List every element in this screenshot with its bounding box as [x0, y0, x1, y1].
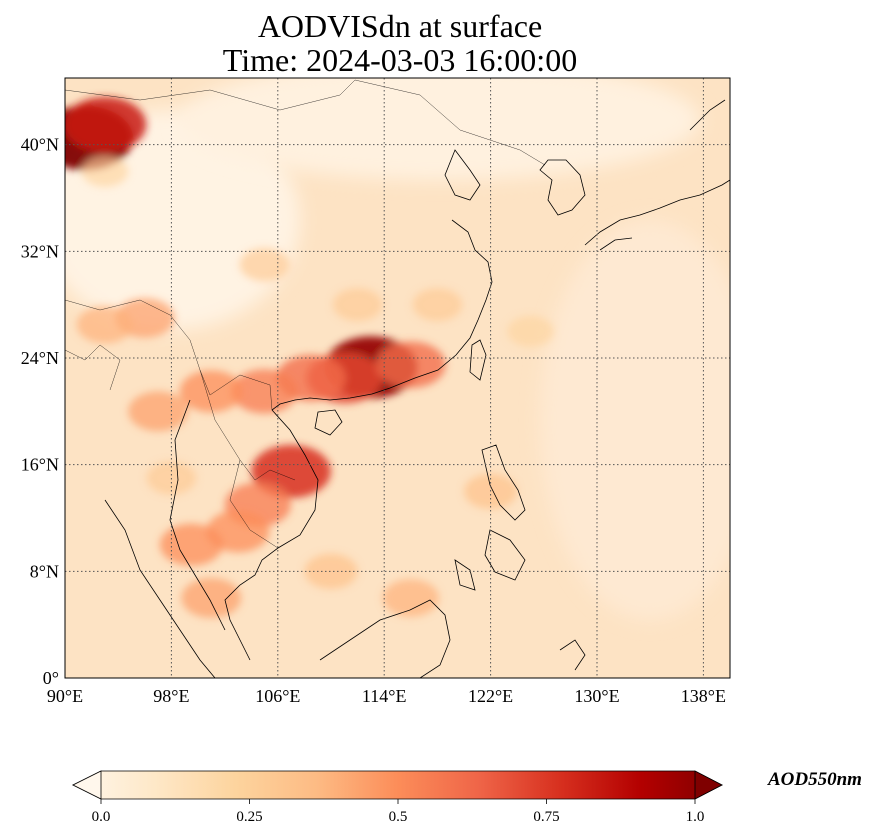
colorbar-body — [72, 770, 723, 800]
taiwan-coastline — [469, 339, 487, 381]
lat-tick-label: 40°N — [21, 135, 59, 155]
sulawesi-coastline — [559, 639, 586, 671]
colorbar-tick-label: 0.0 — [92, 809, 111, 825]
lat-tick-label: 0° — [43, 668, 59, 688]
aod-hotspot — [179, 370, 243, 413]
aod-hotspot — [382, 579, 439, 617]
aod-hotspot — [231, 369, 298, 414]
lon-tick-label: 98°E — [153, 686, 189, 706]
philippines-coastline — [454, 444, 526, 591]
colorbar-ticks: 0.0 0.25 0.5 0.75 1.0 — [92, 799, 705, 825]
colorbar-tick-label: 0.25 — [236, 809, 262, 825]
aod-hotspot — [128, 391, 188, 432]
low-aod-region-north — [180, 78, 700, 180]
aod-hotspot — [239, 248, 290, 282]
map-frame — [64, 77, 731, 679]
country-borders — [65, 79, 546, 549]
aod-hotspot — [304, 553, 358, 590]
border-india — [65, 344, 121, 391]
aod-field-layer — [65, 97, 554, 618]
aod-hotspot — [76, 305, 134, 344]
lat-tick-label: 16°N — [21, 455, 59, 475]
aod-hotspot — [332, 288, 383, 322]
lat-tick-label: 8°N — [30, 561, 59, 581]
borneo-coastline — [319, 599, 451, 678]
china-coastline — [271, 219, 493, 411]
aod-hotspot — [181, 578, 242, 618]
colorbar-label: AOD550nm — [768, 769, 862, 790]
lon-tick-label: 130°E — [574, 686, 619, 706]
colorbar-extend-low — [72, 770, 102, 800]
indochina-coastline — [169, 399, 319, 661]
colorbar-tick-label: 0.75 — [533, 809, 559, 825]
lon-tick-label: 138°E — [681, 686, 726, 706]
colorbar-extend-high — [694, 770, 723, 800]
map-title: AODVISdn at surface — [257, 8, 543, 44]
aod-hotspot — [81, 155, 129, 187]
lon-tick-label: 122°E — [468, 686, 513, 706]
aod-hotspot — [412, 288, 463, 322]
sumatra-coastline — [104, 499, 216, 678]
aod-hotspot — [507, 315, 554, 347]
lon-tick-label: 90°E — [47, 686, 83, 706]
coastlines — [104, 99, 730, 678]
aod-hotspot — [376, 341, 446, 388]
aod-hotspot — [65, 97, 147, 153]
lat-tick-label: 32°N — [21, 241, 59, 261]
border-indochina — [199, 369, 296, 549]
border-southwest — [65, 299, 273, 411]
latitude-tick-labels: 0° 8°N 16°N 24°N 32°N 40°N — [21, 135, 59, 688]
aod-hotspot — [159, 523, 223, 566]
colorbar-tick-label: 0.5 — [389, 809, 408, 825]
map-area — [65, 78, 730, 678]
hainan-coastline — [314, 409, 343, 436]
japan-coastline — [584, 99, 730, 251]
low-aod-region-pacific — [540, 220, 730, 620]
bohai-coastline — [444, 149, 481, 201]
colorbar-tick-label: 1.0 — [686, 809, 705, 825]
lon-tick-label: 114°E — [362, 686, 407, 706]
lat-lon-gridlines — [65, 78, 730, 678]
map-subtitle-time: Time: 2024-03-03 16:00:00 — [222, 42, 578, 78]
lat-tick-label: 24°N — [21, 348, 59, 368]
border-north — [65, 79, 546, 166]
colorbar: 0.0 0.25 0.5 0.75 1.0 — [72, 770, 723, 825]
longitude-tick-labels: 90°E 98°E 106°E 114°E 122°E 130°E 138°E — [47, 686, 726, 706]
lon-tick-label: 106°E — [255, 686, 300, 706]
korea-coastline — [539, 159, 586, 216]
